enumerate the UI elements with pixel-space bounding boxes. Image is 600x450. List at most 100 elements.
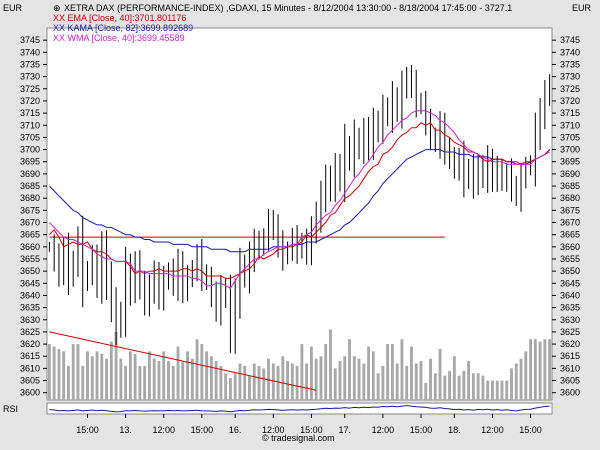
volume-bar — [538, 341, 542, 400]
y-tick-label-right: 3660 — [560, 242, 580, 252]
volume-bar — [181, 361, 185, 400]
volume-bar — [281, 356, 285, 400]
volume-bar — [524, 351, 528, 400]
volume-bar — [367, 346, 371, 400]
volume-bar — [343, 356, 347, 400]
volume-bar — [438, 348, 442, 400]
y-tick-label-right: 3640 — [560, 290, 580, 300]
y-tick-label-right: 3615 — [560, 351, 580, 361]
volume-bar — [95, 351, 99, 400]
y-tick-label-left: 3610 — [20, 363, 40, 373]
volume-bar — [262, 368, 266, 400]
volume-bar — [452, 356, 456, 400]
volume-bar — [162, 351, 166, 400]
x-tick-label: 17. — [339, 425, 352, 435]
pin-icon: ⊕ — [53, 3, 61, 13]
rsi-line — [49, 405, 550, 413]
y-tick-label-right: 3720 — [560, 96, 580, 106]
y-tick-label-right: 3690 — [560, 169, 580, 179]
y-tick-label-left: 3655 — [20, 254, 40, 264]
volume-bar — [214, 361, 218, 400]
volume-bar — [276, 365, 280, 400]
volume-bar — [128, 351, 132, 400]
volume-bars — [47, 236, 552, 400]
volume-bar — [176, 346, 180, 400]
volume-bar — [109, 341, 113, 400]
volume-bar — [224, 373, 228, 400]
volume-bar — [457, 375, 461, 400]
y-tick-label-left: 3700 — [20, 145, 40, 155]
y-tick-label-right: 3735 — [560, 59, 580, 69]
y-tick-label-right: 3600 — [560, 388, 580, 398]
y-tick-label-right: 3670 — [560, 218, 580, 228]
y-tick-label-left: 3600 — [20, 388, 40, 398]
kama-line — [49, 149, 550, 253]
volume-bar — [519, 358, 523, 400]
volume-bar — [62, 351, 66, 400]
y-tick-label-right: 3650 — [560, 266, 580, 276]
y-tick-label-left: 3650 — [20, 266, 40, 276]
volume-bar — [257, 365, 261, 400]
chart-title: XETRA DAX (PERFORMANCE-INDEX) ,GDAXI, 15… — [64, 3, 512, 13]
volume-bar — [186, 351, 189, 400]
volume-bar — [352, 356, 356, 400]
volume-bar — [47, 344, 51, 400]
volume-bar — [300, 344, 304, 400]
y-tick-label-right: 3620 — [560, 339, 580, 349]
volume-bar — [219, 365, 223, 400]
x-tick-label: 15:00 — [191, 425, 214, 435]
volume-bar — [124, 365, 128, 400]
volume-bar — [52, 346, 56, 400]
volume-bar — [390, 344, 394, 400]
volume-bar — [419, 361, 423, 400]
volume-bar — [386, 344, 390, 400]
unit-label-left: EUR — [3, 3, 23, 13]
rsi-panel — [46, 402, 553, 415]
y-tick-label-right: 3685 — [560, 181, 580, 191]
y-tick-label-left: 3615 — [20, 351, 40, 361]
y-tick-label-right: 3645 — [560, 278, 580, 288]
volume-bar — [362, 363, 366, 400]
volume-bar — [71, 344, 75, 400]
volume-bar — [238, 363, 242, 400]
y-tick-label-right: 3675 — [560, 205, 580, 215]
y-tick-label-left: 3640 — [20, 290, 40, 300]
y-tick-label-left: 3620 — [20, 339, 40, 349]
y-tick-label-left: 3630 — [20, 315, 40, 325]
legend-ema: XX EMA [Close, 40]:3701.801176 — [53, 13, 186, 23]
volume-bar — [100, 353, 104, 400]
volume-bar — [305, 363, 309, 400]
volume-bar — [90, 356, 94, 400]
volume-bar — [190, 358, 194, 400]
x-tick-label: 18. — [448, 425, 461, 435]
volume-bar — [290, 363, 294, 400]
volume-bar — [481, 375, 485, 400]
legend-wma: XX WMA [Close, 40]:3699.45589 — [53, 33, 185, 43]
volume-bar — [514, 363, 518, 400]
y-tick-label-left: 3660 — [20, 242, 40, 252]
volume-bar — [133, 353, 137, 400]
volume-bar — [143, 365, 147, 400]
indicator-lines — [49, 110, 550, 413]
volume-bar — [338, 361, 342, 400]
x-tick-label: 12:00 — [262, 425, 285, 435]
y-tick-label-right: 3635 — [560, 303, 580, 313]
x-tick-label: 15:00 — [410, 425, 433, 435]
volume-bar — [200, 344, 204, 400]
wma-line — [49, 110, 550, 289]
volume-bar — [471, 373, 475, 400]
volume-bar — [267, 358, 270, 400]
volume-bar — [486, 380, 490, 400]
y-tick-label-left: 3675 — [20, 205, 40, 215]
volume-bar — [171, 365, 175, 400]
x-tick-label: 15:00 — [519, 425, 542, 435]
y-tick-label-left: 3695 — [20, 157, 40, 167]
volume-bar — [348, 339, 351, 400]
volume-bar — [495, 380, 499, 400]
volume-bar — [329, 329, 332, 400]
y-tick-label-right: 3705 — [560, 132, 580, 142]
volume-bar — [205, 351, 209, 400]
plot-area — [46, 27, 553, 401]
x-axis-ticks: 15:00 13. 12:00 15:00 16. 12:00 15:00 17. 12:00 1… — [76, 414, 542, 435]
volume-bar — [324, 344, 328, 400]
